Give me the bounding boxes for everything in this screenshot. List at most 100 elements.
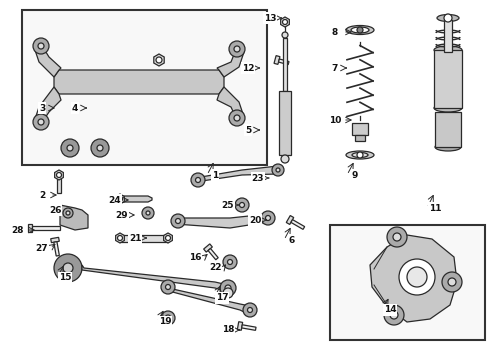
Text: 8: 8 — [331, 27, 337, 36]
Circle shape — [146, 211, 150, 215]
Text: 16: 16 — [188, 253, 201, 262]
Circle shape — [261, 211, 274, 225]
Text: 5: 5 — [244, 126, 251, 135]
Circle shape — [195, 177, 200, 183]
Text: 1: 1 — [211, 171, 218, 180]
Text: 19: 19 — [159, 318, 171, 327]
Text: 29: 29 — [116, 211, 128, 220]
Polygon shape — [273, 55, 280, 64]
Circle shape — [63, 263, 73, 273]
Ellipse shape — [346, 151, 373, 159]
Polygon shape — [203, 244, 212, 252]
Polygon shape — [28, 224, 32, 232]
Text: 6: 6 — [288, 235, 295, 244]
Circle shape — [175, 219, 180, 224]
Circle shape — [386, 227, 406, 247]
Circle shape — [117, 235, 122, 240]
Polygon shape — [51, 237, 59, 243]
Circle shape — [33, 38, 49, 54]
Circle shape — [67, 145, 73, 151]
Circle shape — [265, 216, 270, 220]
Circle shape — [228, 110, 244, 126]
Text: 4: 4 — [72, 104, 78, 113]
Polygon shape — [369, 235, 456, 322]
Circle shape — [443, 14, 451, 22]
Circle shape — [171, 214, 184, 228]
Ellipse shape — [350, 27, 368, 33]
Bar — [279, 91, 290, 155]
Polygon shape — [280, 17, 289, 27]
Ellipse shape — [346, 26, 373, 35]
Circle shape — [38, 119, 44, 125]
Polygon shape — [154, 54, 164, 66]
Circle shape — [165, 235, 170, 240]
Text: 26: 26 — [49, 206, 61, 215]
Polygon shape — [285, 216, 293, 225]
Text: 10: 10 — [328, 116, 341, 125]
Circle shape — [38, 43, 44, 49]
Polygon shape — [60, 205, 88, 230]
Circle shape — [441, 272, 461, 292]
Text: 21: 21 — [128, 234, 141, 243]
Circle shape — [164, 315, 171, 321]
Circle shape — [447, 278, 455, 286]
Polygon shape — [32, 226, 60, 230]
Text: 20: 20 — [248, 216, 261, 225]
Circle shape — [227, 260, 232, 265]
Polygon shape — [55, 170, 63, 180]
Bar — [443, 20, 451, 52]
Polygon shape — [54, 242, 59, 256]
Circle shape — [161, 280, 175, 294]
Text: 22: 22 — [208, 264, 221, 273]
Circle shape — [117, 197, 122, 202]
Bar — [120, 235, 168, 242]
Text: 27: 27 — [36, 243, 48, 252]
Circle shape — [224, 285, 230, 291]
Circle shape — [161, 311, 175, 325]
Text: 12: 12 — [241, 63, 254, 72]
Polygon shape — [278, 59, 288, 65]
Polygon shape — [175, 214, 269, 228]
Ellipse shape — [433, 104, 461, 112]
Circle shape — [63, 208, 73, 218]
Text: 15: 15 — [59, 274, 71, 283]
Circle shape — [282, 19, 287, 24]
Circle shape — [97, 145, 103, 151]
Circle shape — [247, 307, 252, 312]
Circle shape — [165, 284, 170, 289]
Bar — [329, 225, 484, 340]
Polygon shape — [217, 87, 244, 120]
Circle shape — [220, 280, 236, 296]
Circle shape — [66, 211, 70, 215]
Bar — [283, 38, 286, 91]
Bar — [57, 175, 61, 193]
Circle shape — [282, 32, 287, 38]
Polygon shape — [207, 248, 218, 260]
Ellipse shape — [351, 153, 367, 158]
Text: 25: 25 — [221, 201, 234, 210]
Circle shape — [271, 164, 284, 176]
Circle shape — [398, 259, 434, 295]
Polygon shape — [82, 265, 229, 292]
Circle shape — [223, 255, 237, 269]
Polygon shape — [237, 322, 242, 330]
Bar — [22, 10, 266, 165]
Polygon shape — [163, 233, 172, 243]
Circle shape — [156, 57, 162, 63]
Polygon shape — [116, 233, 124, 243]
Circle shape — [356, 27, 362, 33]
Circle shape — [57, 172, 61, 177]
Text: 14: 14 — [383, 306, 395, 315]
Circle shape — [243, 303, 257, 317]
Bar — [433, 50, 461, 108]
Circle shape — [228, 41, 244, 57]
Circle shape — [142, 207, 154, 219]
Polygon shape — [120, 196, 152, 202]
Circle shape — [61, 139, 79, 157]
Circle shape — [234, 46, 240, 52]
Circle shape — [281, 155, 288, 163]
Circle shape — [383, 305, 403, 325]
Polygon shape — [241, 325, 256, 330]
Circle shape — [91, 139, 109, 157]
Text: 11: 11 — [428, 203, 440, 212]
